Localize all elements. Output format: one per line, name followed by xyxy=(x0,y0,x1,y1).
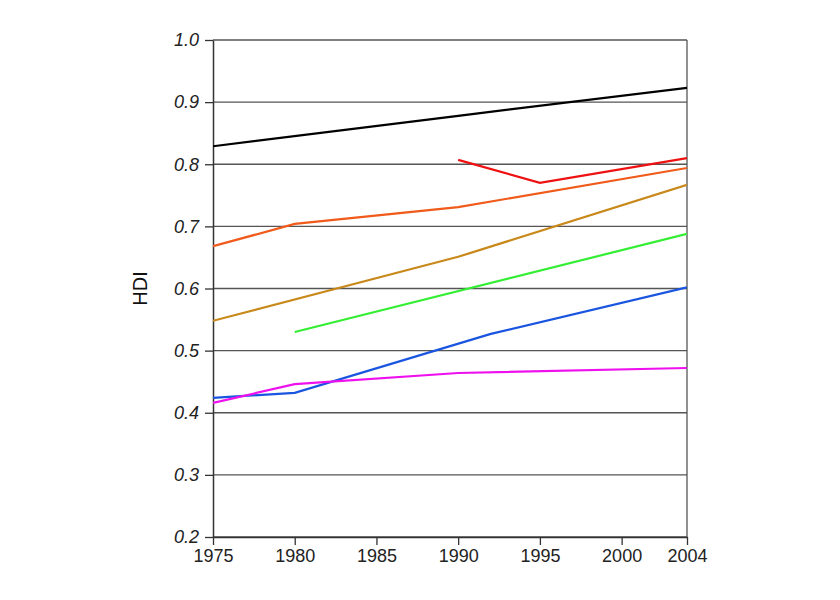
y-tick: 0.7 xyxy=(174,217,213,237)
y-tick-label: 0.8 xyxy=(174,155,199,175)
series-line xyxy=(213,368,687,403)
x-tick: 2004 xyxy=(667,537,707,566)
y-tick: 0.5 xyxy=(174,341,213,361)
x-axis-line xyxy=(214,537,688,539)
series-line xyxy=(213,88,687,146)
y-tick: 0.8 xyxy=(174,155,213,175)
y-axis: 0.2 0.3 0.4 0.5 0.6 0.7 0.8 0.9 1.0 xyxy=(174,30,214,547)
y-tick: 1.0 xyxy=(174,30,213,50)
y-tick: 0.6 xyxy=(174,279,213,299)
x-tick-mark xyxy=(621,537,622,545)
y-tick-mark xyxy=(205,537,213,538)
y-tick-label: 0.3 xyxy=(174,465,199,485)
lines xyxy=(213,88,687,403)
series-line xyxy=(295,234,687,332)
chart: 0.20.30.40.50.60.70.80.91.01975198019851… xyxy=(0,0,840,600)
frame-line xyxy=(686,40,687,537)
x-tick-mark xyxy=(540,537,541,545)
y-tick-mark xyxy=(205,40,213,41)
y-tick-mark xyxy=(205,226,213,227)
grid-line xyxy=(213,164,687,165)
y-tick-mark xyxy=(205,164,213,165)
grid-line xyxy=(213,474,687,475)
y-tick-mark xyxy=(205,288,213,289)
x-tick: 1985 xyxy=(357,537,397,566)
x-tick-label: 2000 xyxy=(602,546,642,566)
series-line xyxy=(458,158,687,183)
y-tick-label: 0.2 xyxy=(174,527,199,547)
x-tick-label: 1975 xyxy=(193,546,233,566)
y-tick-label: 1.0 xyxy=(174,30,199,50)
grid-line xyxy=(213,101,687,102)
x-tick: 1995 xyxy=(520,537,560,566)
grid-line xyxy=(213,350,687,351)
x-tick: 2000 xyxy=(602,537,642,566)
y-tick: 0.9 xyxy=(174,92,213,112)
y-tick-label: 0.7 xyxy=(174,217,200,237)
x-tick-label: 1980 xyxy=(275,546,315,566)
x-tick-mark xyxy=(376,537,377,545)
x-tick-label: 2004 xyxy=(667,546,707,566)
x-tick-label: 1985 xyxy=(357,546,397,566)
series-line xyxy=(213,185,687,321)
x-tick: 1980 xyxy=(275,537,315,566)
y-axis-title: HDI xyxy=(129,271,151,305)
x-tick: 1975 xyxy=(193,537,233,566)
grid-line xyxy=(213,288,687,289)
grid xyxy=(213,40,687,537)
x-axis: 1975 1980 1985 1990 1995 2000 2004 xyxy=(193,537,707,566)
y-tick-label: 0.9 xyxy=(174,92,199,112)
grid-line xyxy=(213,536,687,537)
x-tick-mark xyxy=(687,537,688,545)
y-tick: 0.2 xyxy=(174,527,213,547)
plot: 0.20.30.40.50.60.70.80.91.01975198019851… xyxy=(174,30,708,566)
series-line xyxy=(213,287,687,398)
x-tick-label: 1990 xyxy=(439,546,479,566)
x-tick-mark xyxy=(295,537,296,545)
grid-line xyxy=(213,39,687,40)
x-tick-label: 1995 xyxy=(520,546,560,566)
grid-line xyxy=(213,412,687,413)
y-tick-label: 0.5 xyxy=(174,341,200,361)
y-tick: 0.3 xyxy=(174,465,213,485)
y-tick-label: 0.4 xyxy=(174,403,199,423)
y-tick-mark xyxy=(205,413,213,414)
x-tick-mark xyxy=(458,537,459,545)
y-tick-mark xyxy=(205,475,213,476)
y-tick: 0.4 xyxy=(174,403,213,423)
y-tick-mark xyxy=(205,102,213,103)
y-tick-mark xyxy=(205,350,213,351)
x-tick-mark xyxy=(213,537,214,545)
y-tick-label: 0.6 xyxy=(174,279,200,299)
x-tick: 1990 xyxy=(439,537,479,566)
